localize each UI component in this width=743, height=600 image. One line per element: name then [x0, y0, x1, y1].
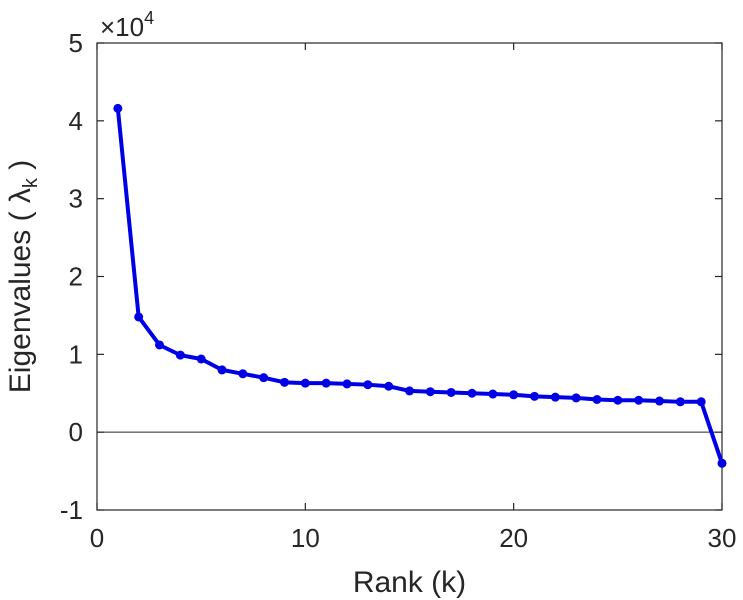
data-point — [238, 369, 248, 379]
data-point — [446, 387, 456, 397]
data-point — [196, 354, 206, 364]
data-point — [175, 350, 185, 360]
data-point — [634, 395, 644, 405]
data-point — [717, 458, 727, 468]
data-point — [300, 378, 310, 388]
data-point — [530, 391, 539, 401]
y-scale-exponent-label: ×104 — [100, 8, 154, 42]
data-point — [405, 386, 414, 396]
series-layer — [113, 103, 727, 468]
plot-frame — [96, 42, 723, 511]
y-tick-label: 4 — [69, 106, 83, 136]
y-tick-label: 1 — [69, 339, 83, 369]
x-tick-label: 30 — [708, 523, 737, 553]
y-tick-label: 2 — [69, 262, 83, 292]
series-line — [115, 108, 724, 464]
x-axis-ticks: 0 10 20 30 — [90, 43, 737, 553]
data-point — [134, 312, 144, 322]
data-point — [675, 397, 685, 407]
data-point — [509, 390, 519, 400]
y-tick-label: 3 — [69, 184, 83, 214]
y-tick-label: -1 — [60, 495, 83, 525]
data-point — [425, 387, 435, 397]
x-tick-label: 20 — [499, 523, 528, 553]
y-axis-ticks: -1 0 1 2 3 4 5 — [60, 28, 722, 525]
x-tick-label: 0 — [90, 523, 104, 553]
data-point — [259, 373, 269, 383]
data-point — [363, 380, 373, 390]
data-point — [467, 388, 477, 398]
x-axis-label: Rank (k) — [353, 566, 466, 599]
data-point — [592, 394, 602, 404]
data-point — [571, 393, 581, 403]
data-point — [113, 103, 123, 113]
data-point — [342, 379, 352, 389]
y-tick-label: 0 — [69, 417, 83, 447]
data-point — [655, 396, 664, 406]
data-point — [321, 378, 331, 388]
data-point — [696, 397, 706, 407]
y-tick-label: 5 — [69, 28, 83, 58]
data-point — [613, 395, 623, 405]
y-axis-label: Eigenvalues ( λk ) — [4, 160, 42, 393]
data-point — [155, 340, 164, 350]
data-point — [384, 381, 394, 391]
data-point — [488, 389, 498, 399]
data-point — [217, 365, 227, 375]
data-point — [550, 392, 560, 402]
x-tick-label: 10 — [291, 523, 320, 553]
data-point — [280, 377, 289, 387]
